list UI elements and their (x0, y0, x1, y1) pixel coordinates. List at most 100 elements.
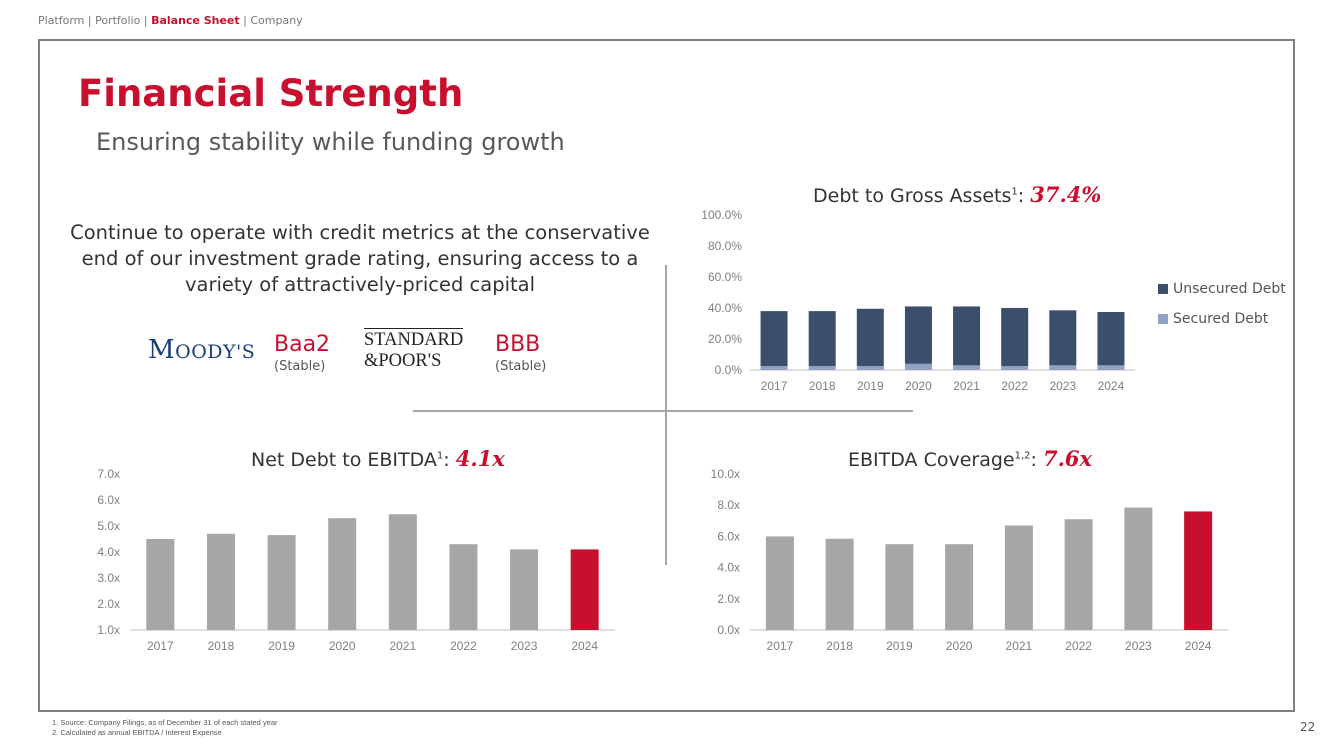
ebitda-coverage-title: EBITDA Coverage1,2: 7.6x (848, 446, 1093, 471)
bar-2024 (1184, 511, 1213, 630)
x-tick-label: 2017 (147, 639, 174, 653)
bar-unsecured-debt-2017 (760, 311, 788, 367)
debt-to-gross-assets-chart: 0.0% 20.0% 40.0% 60.0% 80.0% 100.0% 2017 2018 20… (701, 208, 1135, 393)
x-tick-label: 2020 (329, 639, 356, 653)
x-tick-label: 2021 (953, 379, 980, 393)
y-tick-label: 0.0x (717, 623, 740, 637)
footnote-2: 2. Calculated as annual EBITDA / Interes… (52, 728, 222, 737)
y-tick-label: 20.0% (708, 332, 742, 346)
bar-2018 (206, 533, 235, 630)
y-tick-label: 6.0x (97, 493, 120, 507)
bar-secured-debt-2020 (904, 363, 932, 370)
y-tick-label: 6.0x (717, 529, 740, 543)
x-tick-label: 2022 (1001, 379, 1028, 393)
net-debt-to-ebitda-title: Net Debt to EBITDA1: 4.1x (251, 446, 505, 471)
x-tick-label: 2021 (1006, 639, 1033, 653)
y-tick-label: 4.0x (717, 561, 740, 575)
bar-secured-debt-2017 (760, 366, 788, 370)
x-tick-label: 2023 (1125, 639, 1152, 653)
debt-legend: Unsecured Debt Secured Debt (1158, 280, 1286, 340)
y-tick-label: 60.0% (708, 270, 742, 284)
footnotes: 1. Source: Company Filings, as of Decemb… (52, 718, 278, 738)
y-tick-label: 10.0x (711, 467, 740, 481)
page-subtitle: Ensuring stability while funding growth (96, 128, 565, 156)
y-tick-label: 7.0x (97, 467, 120, 481)
x-tick-label: 2020 (905, 379, 932, 393)
bar-2019 (885, 544, 914, 630)
bar-2022 (449, 544, 478, 630)
bar-2023 (510, 549, 539, 630)
bar-secured-debt-2018 (808, 366, 836, 370)
bar-2023 (1124, 507, 1153, 630)
x-tick-label: 2019 (886, 639, 913, 653)
bar-secured-debt-2022 (1001, 366, 1029, 370)
x-tick-label: 2018 (826, 639, 853, 653)
bar-2024 (570, 549, 599, 630)
ebitda-coverage-value: 7.6x (1042, 446, 1093, 471)
bar-unsecured-debt-2020 (904, 306, 932, 364)
breadcrumb-item-balance-sheet[interactable]: Balance Sheet (151, 14, 240, 27)
x-tick-label: 2024 (571, 639, 598, 653)
x-tick-label: 2023 (1049, 379, 1076, 393)
bar-2020 (328, 518, 357, 630)
bar-2022 (1064, 519, 1093, 630)
moodys-rating: Baa2 (274, 332, 331, 357)
x-tick-label: 2018 (809, 379, 836, 393)
bar-secured-debt-2023 (1049, 365, 1077, 370)
y-tick-label: 80.0% (708, 239, 742, 253)
vertical-divider (665, 265, 667, 565)
footnote-1: 1. Source: Company Filings, as of Decemb… (52, 718, 278, 727)
bar-2019 (267, 535, 296, 630)
page-number: 22 (1300, 720, 1316, 734)
bar-secured-debt-2019 (856, 366, 884, 370)
breadcrumb-item-company[interactable]: Company (250, 14, 303, 27)
y-tick-label: 1.0x (97, 623, 120, 637)
breadcrumb: Platform | Portfolio | Balance Sheet | C… (38, 14, 303, 27)
bar-2021 (1004, 525, 1033, 630)
x-tick-label: 2023 (511, 639, 538, 653)
net-debt-to-ebitda-value: 4.1x (455, 446, 505, 471)
moodys-logo: MOODY'S (148, 335, 256, 365)
bar-unsecured-debt-2021 (953, 306, 981, 366)
breadcrumb-item-portfolio[interactable]: Portfolio (95, 14, 141, 27)
ebitda-coverage-chart: 0.0x 2.0x 4.0x 6.0x 8.0x 10.0x 2017 2018 2019 202… (711, 467, 1228, 653)
x-tick-label: 2020 (946, 639, 973, 653)
x-tick-label: 2018 (208, 639, 235, 653)
x-tick-label: 2022 (1065, 639, 1092, 653)
y-tick-label: 5.0x (97, 519, 120, 533)
bar-unsecured-debt-2018 (808, 311, 836, 367)
x-tick-label: 2019 (268, 639, 295, 653)
moodys-outlook: (Stable) (274, 359, 326, 374)
bar-2018 (825, 538, 854, 630)
bar-secured-debt-2024 (1097, 365, 1125, 370)
bar-2021 (388, 514, 417, 630)
legend-unsecured-debt: Unsecured Debt (1158, 280, 1286, 298)
y-tick-label: 2.0x (717, 592, 740, 606)
y-tick-label: 40.0% (708, 301, 742, 315)
debt-to-gross-assets-title: Debt to Gross Assets1: 37.4% (813, 182, 1102, 207)
net-debt-to-ebitda-chart: 1.0x 2.0x 3.0x 4.0x 5.0x 6.0x 7.0x 2017 2018 2019… (97, 467, 615, 653)
debt-to-gross-assets-value: 37.4% (1030, 182, 1102, 207)
x-tick-label: 2024 (1098, 379, 1125, 393)
breadcrumb-item-platform[interactable]: Platform (38, 14, 85, 27)
bar-2017 (146, 539, 175, 630)
x-tick-label: 2017 (761, 379, 788, 393)
credit-statement: Continue to operate with credit metrics … (70, 221, 650, 296)
sp-logo: STANDARD &POOR'S (364, 328, 464, 371)
x-tick-label: 2024 (1185, 639, 1212, 653)
legend-secured-debt: Secured Debt (1158, 310, 1286, 328)
bar-2017 (765, 536, 794, 630)
sp-rating: BBB (495, 332, 541, 357)
horizontal-divider (413, 410, 913, 412)
bar-unsecured-debt-2022 (1001, 308, 1029, 367)
content-frame (38, 39, 1295, 712)
y-tick-label: 8.0x (717, 498, 740, 512)
bar-unsecured-debt-2024 (1097, 312, 1125, 366)
y-tick-label: 100.0% (701, 208, 742, 222)
x-tick-label: 2017 (767, 639, 794, 653)
y-tick-label: 2.0x (97, 597, 120, 611)
y-tick-label: 3.0x (97, 571, 120, 585)
sp-outlook: (Stable) (495, 359, 547, 374)
y-tick-label: 4.0x (97, 545, 120, 559)
bar-unsecured-debt-2019 (856, 308, 884, 367)
